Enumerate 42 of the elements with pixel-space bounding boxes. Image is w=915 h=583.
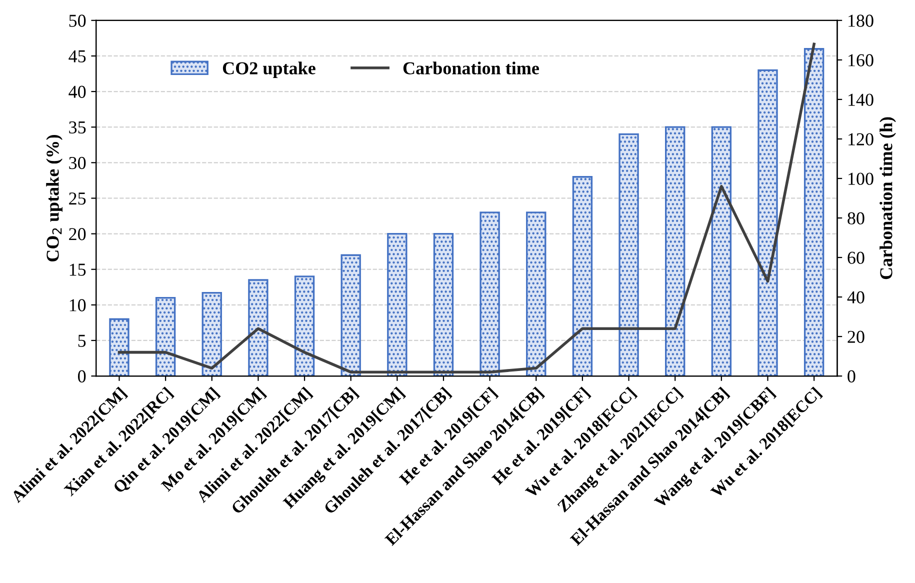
y-tick-label: 35 bbox=[69, 121, 86, 134]
y2-tick-label: 80 bbox=[848, 212, 864, 224]
y-tick-label: 30 bbox=[69, 156, 86, 170]
y2-tick-label: 0 bbox=[848, 370, 856, 382]
bar bbox=[758, 69, 778, 376]
legend-label: Carbonation time bbox=[403, 62, 539, 74]
bar bbox=[294, 276, 315, 376]
y-tick-label: 20 bbox=[69, 228, 86, 240]
legend-label: CO2 uptake bbox=[222, 62, 316, 78]
bar bbox=[433, 232, 454, 376]
y2-tick-label: 20 bbox=[848, 330, 864, 343]
bar bbox=[155, 296, 176, 376]
y-tick-label: 40 bbox=[68, 86, 86, 98]
bar bbox=[340, 254, 361, 376]
y-tick-label: 15 bbox=[70, 264, 86, 276]
bar bbox=[387, 232, 408, 376]
bar bbox=[526, 212, 546, 376]
y-tick-label: 25 bbox=[69, 192, 86, 205]
y-tick-label: 10 bbox=[70, 299, 86, 312]
y-tick-label: 45 bbox=[68, 50, 86, 62]
y-tick-label: 5 bbox=[78, 334, 86, 347]
bar bbox=[804, 48, 824, 376]
y2-tick-label: 100 bbox=[848, 172, 874, 185]
y2-tick-label: 120 bbox=[848, 133, 874, 146]
y-axis-title: CO$_{2}$ uptake (%) bbox=[46, 135, 63, 262]
bar bbox=[618, 133, 639, 376]
bar bbox=[202, 292, 222, 376]
y2-axis-title: Carbonation time (h) bbox=[880, 117, 896, 280]
bar bbox=[665, 126, 686, 376]
line-series bbox=[118, 42, 816, 374]
y2-tick-label: 180 bbox=[848, 14, 874, 27]
y2-tick-label: 40 bbox=[847, 291, 864, 304]
y-tick-label: 50 bbox=[69, 14, 86, 27]
bar bbox=[248, 279, 268, 376]
bar bbox=[572, 176, 593, 376]
y2-tick-label: 160 bbox=[848, 54, 874, 66]
bar bbox=[480, 212, 500, 376]
y2-tick-label: 60 bbox=[848, 252, 864, 264]
bar bbox=[711, 126, 732, 376]
bar bbox=[109, 318, 130, 376]
y2-tick-label: 140 bbox=[848, 94, 874, 106]
y-tick-label: 0 bbox=[78, 370, 86, 382]
